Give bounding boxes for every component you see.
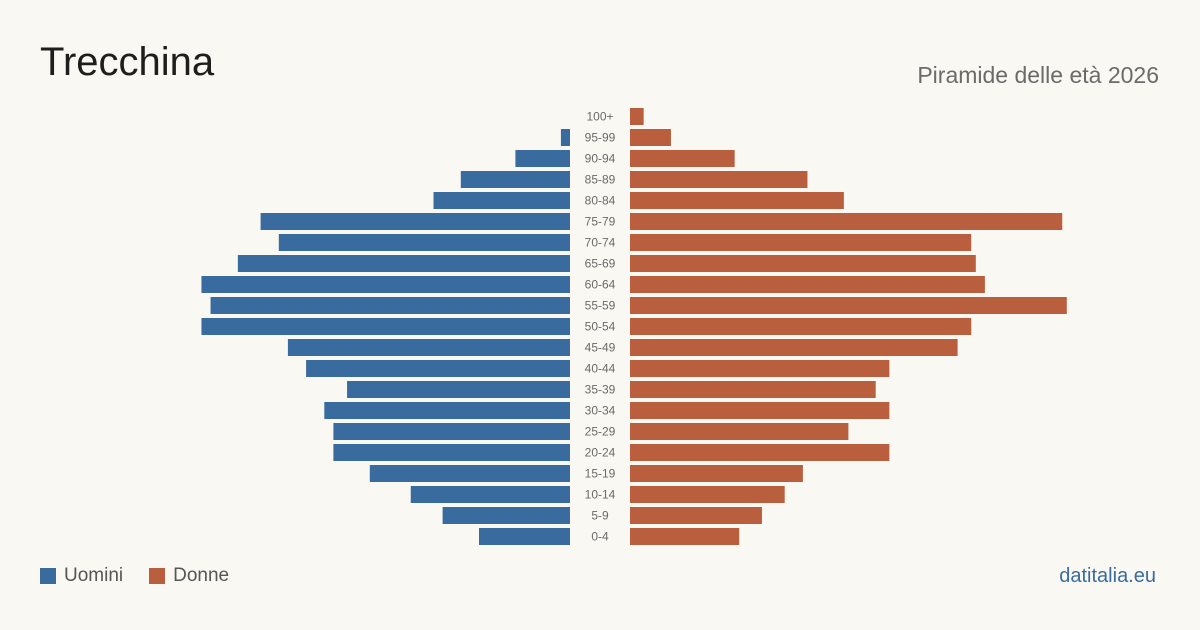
bar-women-0-4: [630, 528, 740, 545]
age-label-20-24: 20-24: [585, 446, 616, 460]
bar-men-70-74: [278, 234, 570, 251]
bar-men-5-9: [442, 507, 570, 524]
bar-men-10-14: [410, 486, 570, 503]
legend-label-men: Uomini: [64, 565, 124, 586]
age-label-0-4: 0-4: [591, 530, 609, 544]
legend: Uomini Donne: [40, 566, 255, 586]
age-label-90-94: 90-94: [585, 152, 616, 166]
bar-men-55-59: [210, 297, 571, 314]
bar-men-95-99: [560, 129, 570, 146]
age-label-25-29: 25-29: [585, 425, 616, 439]
age-label-40-44: 40-44: [585, 362, 616, 376]
bar-men-35-39: [347, 381, 570, 398]
bar-women-60-64: [630, 276, 985, 293]
age-label-65-69: 65-69: [585, 257, 616, 271]
age-label-35-39: 35-39: [585, 383, 616, 397]
source-link[interactable]: datitalia.eu: [1059, 565, 1156, 587]
age-label-70-74: 70-74: [585, 236, 616, 250]
age-label-100+: 100+: [586, 110, 613, 124]
bar-women-50-54: [630, 318, 972, 335]
bar-women-55-59: [630, 297, 1067, 314]
legend-item-men: Uomini: [40, 566, 123, 586]
bar-women-45-49: [630, 339, 958, 356]
age-label-5-9: 5-9: [591, 509, 609, 523]
bar-women-90-94: [630, 150, 735, 167]
bar-women-40-44: [630, 360, 890, 377]
legend-swatch-women: [149, 568, 166, 584]
bar-men-60-64: [201, 276, 570, 293]
bar-women-100+: [630, 108, 644, 125]
legend-swatch-men: [40, 568, 56, 584]
bar-women-70-74: [630, 234, 972, 251]
bar-men-20-24: [333, 444, 570, 461]
bar-women-95-99: [630, 129, 671, 146]
bar-men-90-94: [515, 150, 570, 167]
age-label-60-64: 60-64: [585, 278, 616, 292]
bar-women-20-24: [630, 444, 890, 461]
bar-women-85-89: [630, 171, 808, 188]
bar-women-15-19: [630, 465, 803, 482]
bar-men-85-89: [460, 171, 570, 188]
bar-women-75-79: [630, 213, 1063, 230]
bar-men-15-19: [369, 465, 570, 482]
age-label-45-49: 45-49: [585, 341, 616, 355]
chart-title: Trecchina: [40, 40, 215, 84]
bar-women-80-84: [630, 192, 844, 209]
bar-men-50-54: [201, 318, 570, 335]
age-label-95-99: 95-99: [585, 131, 616, 145]
bar-men-25-29: [333, 423, 570, 440]
age-label-15-19: 15-19: [585, 467, 616, 481]
age-label-10-14: 10-14: [585, 488, 616, 502]
legend-label-women: Donne: [173, 565, 230, 586]
bar-women-25-29: [630, 423, 849, 440]
age-label-50-54: 50-54: [585, 320, 616, 334]
legend-item-women: Donne: [149, 566, 229, 586]
bar-men-65-69: [237, 255, 570, 272]
bar-men-80-84: [433, 192, 570, 209]
bar-men-75-79: [260, 213, 570, 230]
bar-men-0-4: [479, 528, 570, 545]
bar-women-5-9: [630, 507, 762, 524]
age-label-75-79: 75-79: [585, 215, 616, 229]
bar-women-10-14: [630, 486, 785, 503]
age-label-30-34: 30-34: [585, 404, 616, 418]
bar-women-30-34: [630, 402, 890, 419]
bar-men-30-34: [324, 402, 570, 419]
bar-women-65-69: [630, 255, 976, 272]
bar-men-40-44: [306, 360, 570, 377]
bar-men-45-49: [287, 339, 570, 356]
age-label-85-89: 85-89: [585, 173, 616, 187]
age-label-55-59: 55-59: [585, 299, 616, 313]
bar-women-35-39: [630, 381, 876, 398]
chart-subtitle: Piramide delle età 2026: [917, 62, 1159, 88]
age-label-80-84: 80-84: [585, 194, 616, 208]
